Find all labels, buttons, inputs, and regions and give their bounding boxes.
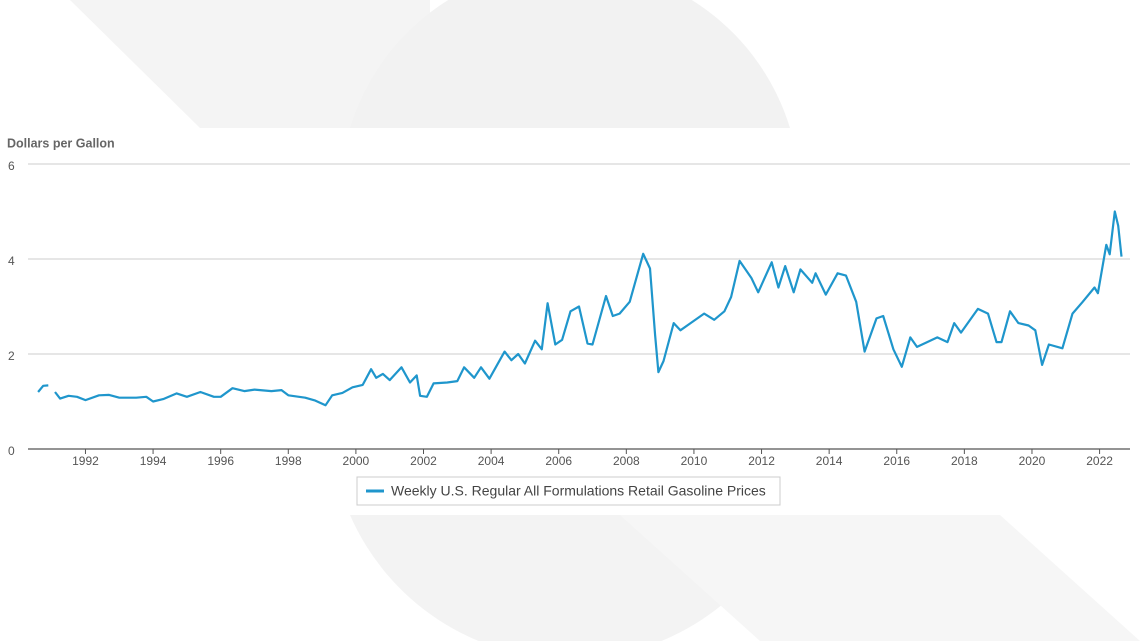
y-tick-label: 4 [8,254,15,268]
x-tick-label: 2014 [816,454,843,468]
legend-box [356,476,781,506]
bg-shape [620,515,1140,641]
x-tick-label: 1998 [275,454,302,468]
y-tick-label: 0 [8,444,15,458]
x-tick-label: 2006 [545,454,572,468]
x-tick-label: 1996 [207,454,234,468]
x-tick-label: 1992 [72,454,99,468]
x-tick-label: 2018 [951,454,978,468]
x-tick-label: 2010 [681,454,708,468]
x-tick-label: 2022 [1086,454,1113,468]
x-tick-label: 2000 [343,454,370,468]
x-tick-label: 2008 [613,454,640,468]
x-tick-label: 1994 [140,454,167,468]
x-tick-label: 2012 [748,454,775,468]
y-tick-label: 2 [8,349,15,363]
x-tick-label: 2020 [1019,454,1046,468]
series-line [37,210,1123,407]
legend-label: Weekly U.S. Regular All Formulations Ret… [391,483,766,499]
bg-arc [350,0,790,128]
x-tick-label: 2016 [883,454,910,468]
y-axis-title: Dollars per Gallon [7,136,115,150]
background-decoration [70,0,1140,641]
x-tick-label: 2002 [410,454,437,468]
y-tick-label: 6 [8,159,15,173]
bg-shape [70,0,430,128]
x-tick-label: 2004 [478,454,505,468]
